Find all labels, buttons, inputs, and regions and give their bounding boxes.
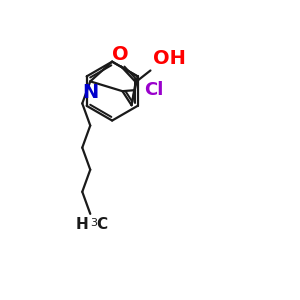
Text: O: O: [112, 45, 128, 64]
Text: 3: 3: [90, 218, 97, 229]
Text: Cl: Cl: [145, 81, 164, 99]
Text: C: C: [96, 217, 107, 232]
Text: OH: OH: [153, 49, 185, 68]
Text: N: N: [82, 83, 98, 102]
Text: H: H: [75, 217, 88, 232]
